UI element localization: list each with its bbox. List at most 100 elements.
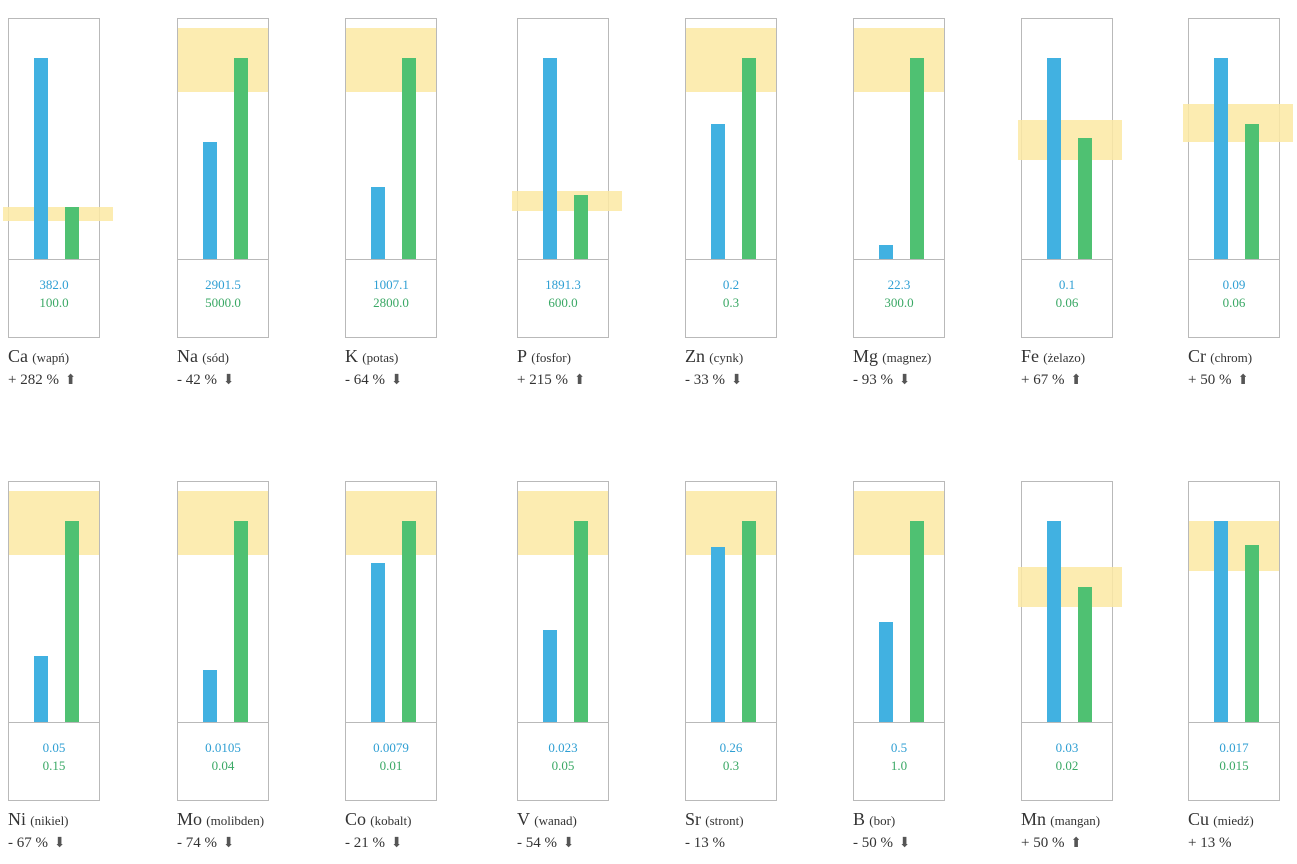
delta-label: - 64 % ⬇ (345, 372, 402, 389)
arrow-down-icon: ⬇ (222, 373, 235, 388)
panel-plot (346, 19, 436, 259)
norm-value: 0.3 (722, 295, 740, 310)
element-label: Zn (cynk) (685, 346, 743, 367)
values-box: 382.0 100.0 (9, 259, 99, 338)
element-label: Cu (miedź) (1188, 809, 1254, 830)
norm-value: 300.0 (884, 295, 914, 310)
element-name: (chrom) (1210, 350, 1253, 365)
reference-band (1018, 120, 1122, 161)
delta-value: - 54 % (517, 835, 557, 851)
element-name: (sód) (202, 350, 229, 365)
values-box: 0.26 0.3 (686, 722, 776, 801)
measured-bar (711, 124, 725, 259)
panel-frame: 0.09 0.06 (1183, 18, 1293, 338)
measured-value: 382.0 (39, 277, 69, 292)
arrow-down-icon: ⬇ (898, 836, 911, 851)
delta-value: - 93 % (853, 372, 893, 388)
panel-frame: 0.2 0.3 (685, 18, 777, 338)
element-panel: 0.26 0.3 Sr (stront) - 13 % (685, 463, 825, 863)
norm-bar (234, 521, 248, 722)
measured-value: 22.3 (887, 277, 911, 292)
values-box: 0.09 0.06 (1189, 259, 1279, 338)
element-panel: 0.5 1.0 B (bor) - 50 % ⬇ (853, 463, 993, 863)
element-symbol: Cr (1188, 346, 1206, 366)
values-box: 0.1 0.06 (1022, 259, 1112, 338)
measured-bar (543, 58, 557, 259)
reference-band (346, 490, 436, 556)
element-name: (wapń) (32, 350, 70, 365)
delta-value: - 50 % (853, 835, 893, 851)
element-label: B (bor) (853, 809, 895, 830)
element-panel: 0.05 0.15 Ni (nikiel) - 67 % ⬇ (8, 463, 148, 863)
measured-bar (1047, 521, 1061, 722)
norm-bar (402, 521, 416, 722)
values-box: 0.5 1.0 (854, 722, 944, 801)
element-label: Ca (wapń) (8, 346, 69, 367)
element-panel: 0.0105 0.04 Mo (molibden) - 74 % ⬇ (177, 463, 317, 863)
measured-bar (879, 621, 893, 722)
element-panel: 22.3 300.0 Mg (magnez) - 93 % ⬇ (853, 0, 993, 400)
measured-value: 0.0079 (373, 740, 409, 755)
panel-frame: 22.3 300.0 (853, 18, 945, 338)
reference-band (518, 490, 608, 556)
panel-frame: 1007.1 2800.0 (345, 18, 437, 338)
element-symbol: B (853, 809, 866, 829)
element-name: (mangan) (1050, 813, 1101, 828)
element-label: Na (sód) (177, 346, 229, 367)
measured-value: 0.09 (1222, 277, 1246, 292)
element-symbol: Mn (1021, 809, 1047, 829)
measured-value: 2901.5 (205, 277, 241, 292)
reference-band (178, 490, 268, 556)
panel-plot (3, 19, 113, 259)
element-name: (cynk) (709, 350, 744, 365)
element-name: (stront) (705, 813, 744, 828)
values-box: 0.0105 0.04 (178, 722, 268, 801)
arrow-up-icon: ⬆ (1237, 373, 1249, 388)
panel-plot (1018, 19, 1122, 259)
measured-bar (371, 563, 385, 722)
panel-plot (178, 19, 268, 259)
delta-value: + 13 % (1188, 835, 1232, 851)
panel-plot (854, 19, 944, 259)
reference-band (3, 206, 113, 221)
reference-band (346, 27, 436, 93)
panel-plot (518, 482, 608, 722)
element-label: P (fosfor) (517, 346, 571, 367)
element-symbol: Ni (8, 809, 26, 829)
delta-label: - 21 % ⬇ (345, 835, 402, 852)
delta-label: - 74 % ⬇ (177, 835, 234, 852)
element-panel: 0.09 0.06 Cr (chrom) + 50 % ⬆ (1183, 0, 1297, 400)
panel-frame: 2901.5 5000.0 (177, 18, 269, 338)
norm-value: 0.15 (42, 758, 66, 773)
norm-bar (574, 194, 588, 259)
panel-frame: 0.03 0.02 (1018, 481, 1122, 801)
element-symbol: Cu (1188, 809, 1210, 829)
measured-bar (34, 58, 48, 259)
measured-bar (1214, 521, 1228, 722)
element-panel: 0.2 0.3 Zn (cynk) - 33 % ⬇ (685, 0, 825, 400)
reference-band (9, 490, 99, 556)
element-label: Sr (stront) (685, 809, 744, 830)
measured-value: 0.2 (722, 277, 740, 292)
norm-bar (574, 521, 588, 722)
delta-label: + 215 % ⬆ (517, 372, 585, 389)
delta-label: - 42 % ⬇ (177, 372, 234, 389)
element-panel: 382.0 100.0 Ca (wapń) + 282 % ⬆ (3, 0, 148, 400)
panel-plot (854, 482, 944, 722)
delta-label: + 282 % ⬆ (8, 372, 76, 389)
values-box: 0.0079 0.01 (346, 722, 436, 801)
reference-band (512, 190, 622, 211)
norm-value: 0.05 (551, 758, 575, 773)
measured-value: 0.0105 (205, 740, 241, 755)
element-name: (wanad) (534, 813, 577, 828)
delta-value: + 282 % (8, 372, 59, 388)
measured-value: 1891.3 (545, 277, 581, 292)
arrow-up-icon: ⬆ (1070, 373, 1082, 388)
measured-bar (203, 669, 217, 722)
element-name: (potas) (362, 350, 399, 365)
element-symbol: Na (177, 346, 198, 366)
reference-band (686, 490, 776, 556)
norm-bar (402, 58, 416, 259)
panel-frame: 0.0079 0.01 (345, 481, 437, 801)
element-label: V (wanad) (517, 809, 577, 830)
